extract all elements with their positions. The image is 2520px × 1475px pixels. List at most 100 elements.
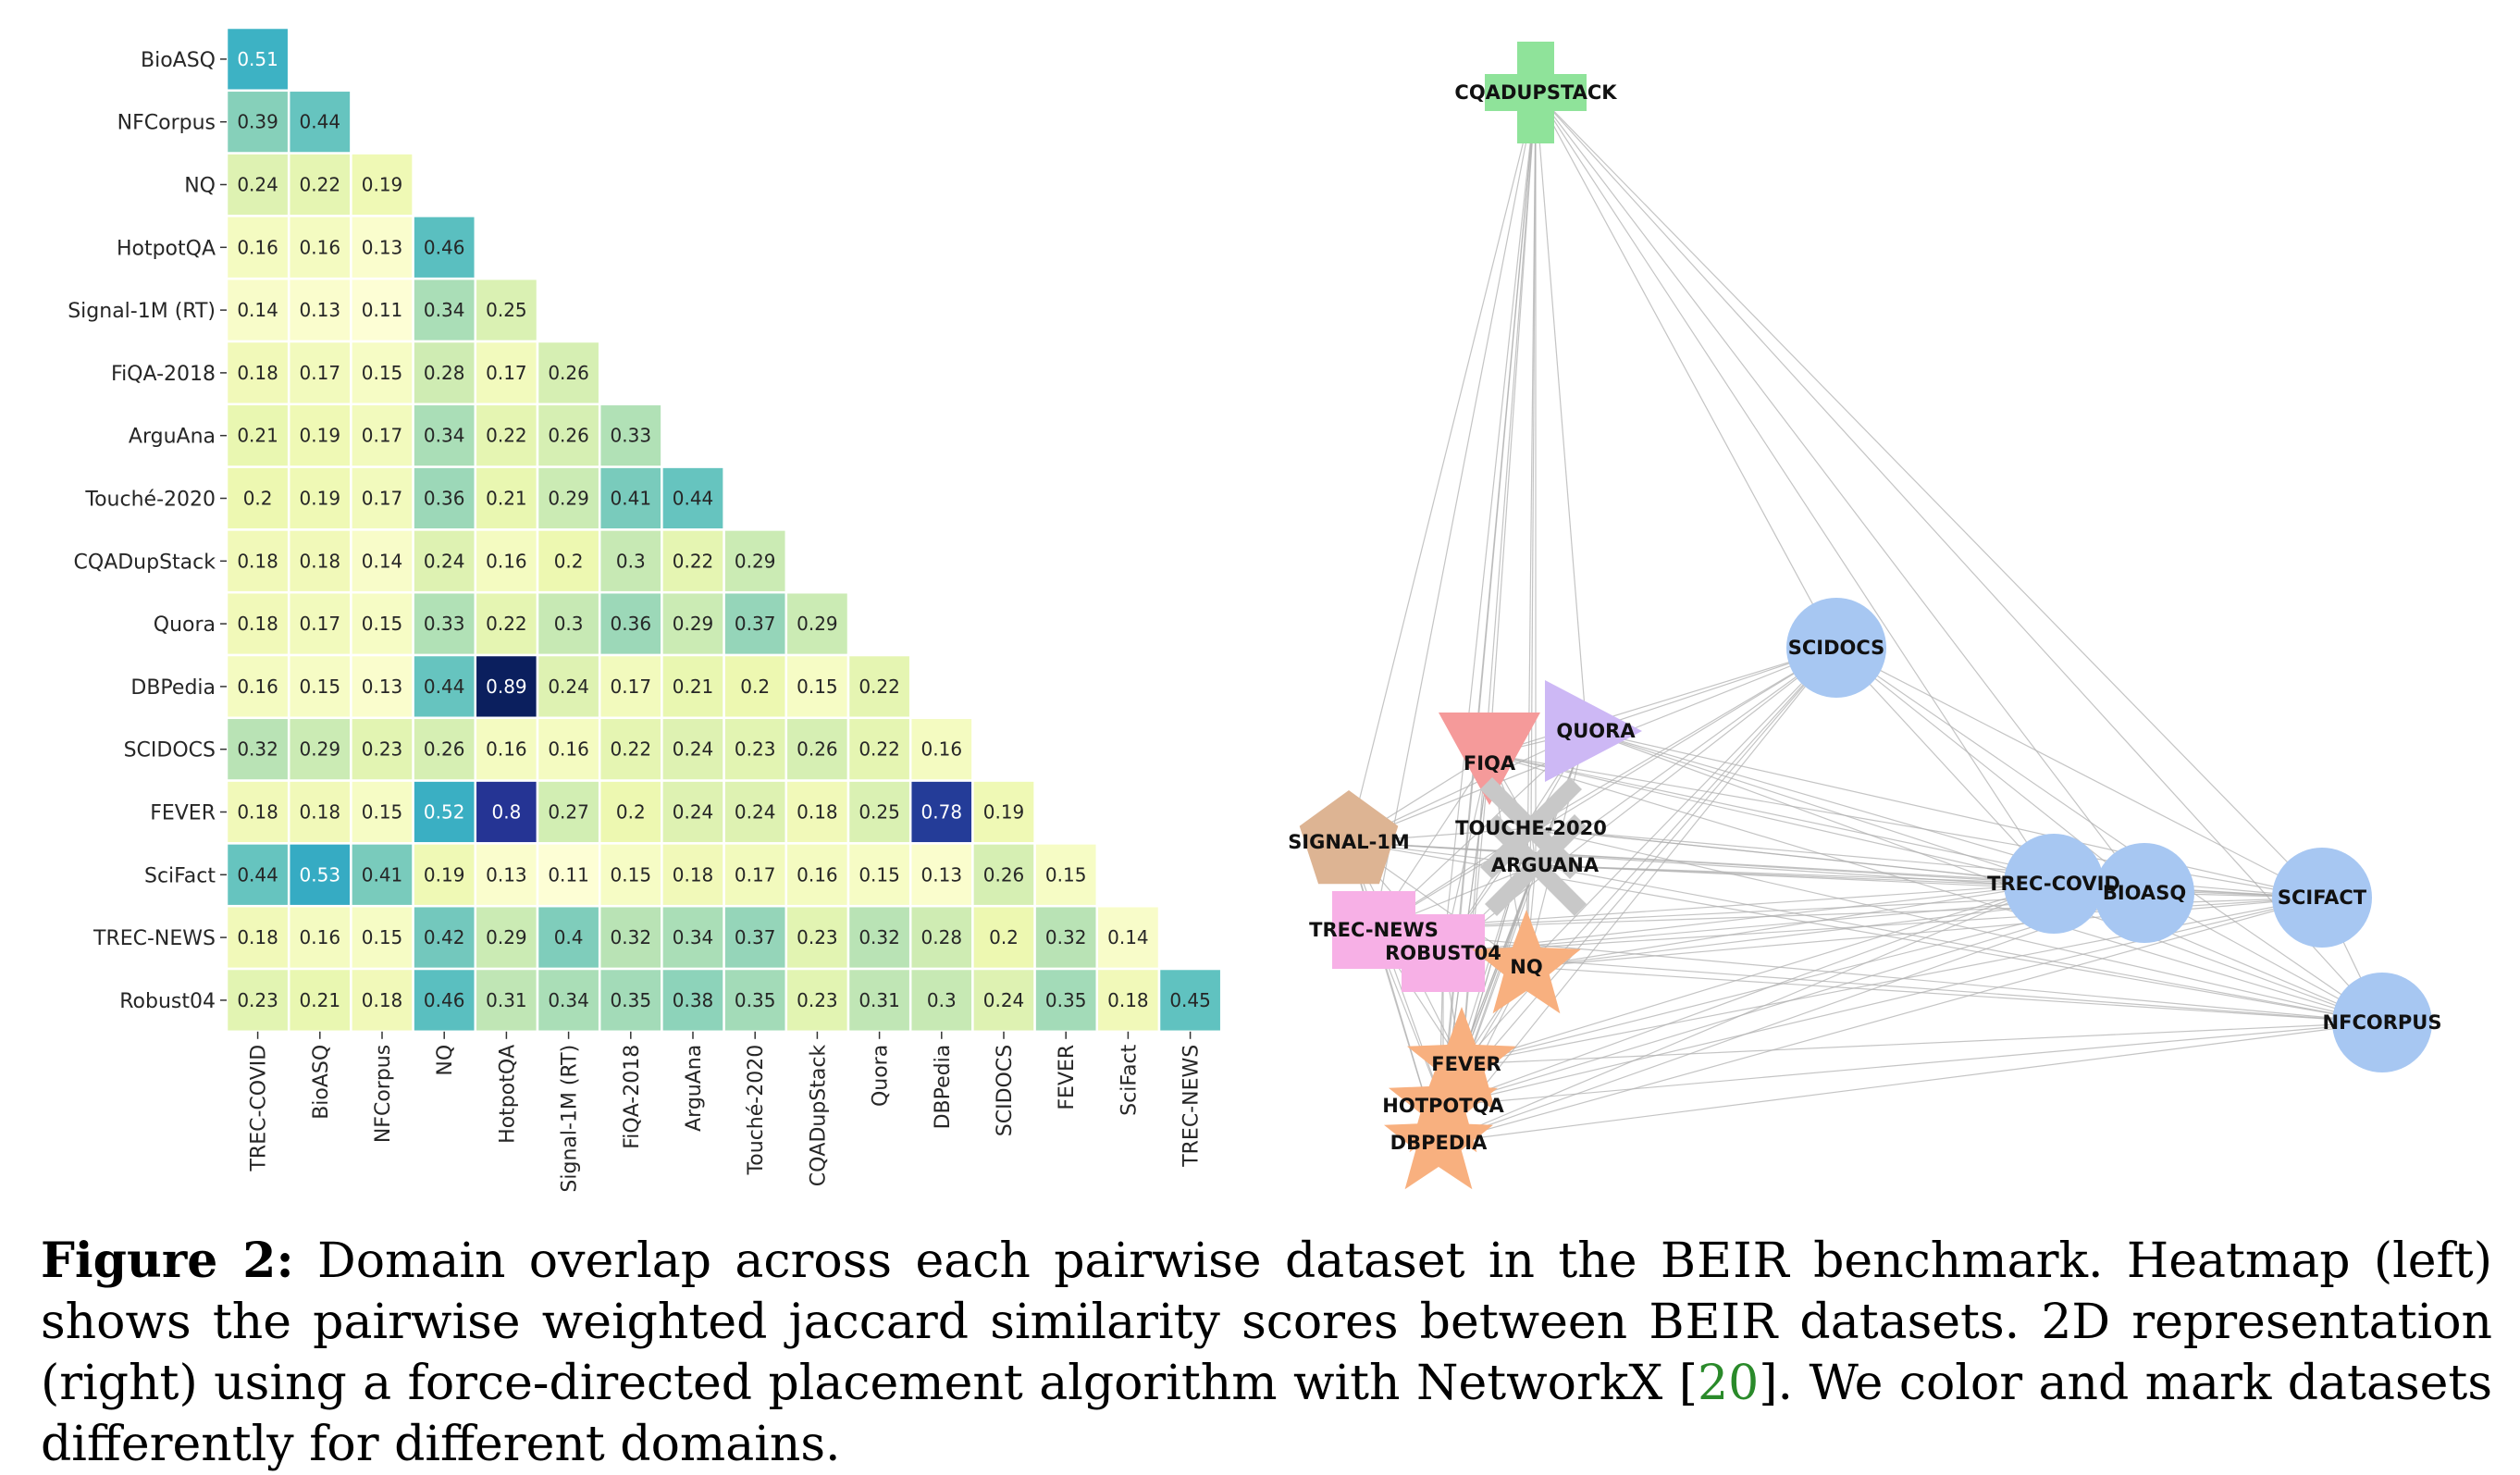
heatmap-cell-label: 0.37 xyxy=(735,926,776,948)
heatmap-cell xyxy=(723,967,788,1034)
network-node-fever xyxy=(1407,1007,1516,1111)
network-edge xyxy=(1442,92,1537,954)
heatmap-cell-label: 0.46 xyxy=(424,989,465,1011)
heatmap-col-label: Touché-2020 xyxy=(745,1045,768,1176)
heatmap-cell-label: 0.2 xyxy=(243,488,273,510)
heatmap-cell-label: 0.22 xyxy=(486,425,527,447)
heatmap-cell-label: 0.16 xyxy=(548,738,589,761)
heatmap-cell-label: 0.16 xyxy=(237,236,278,258)
heatmap-cell-label: 0.18 xyxy=(237,926,278,948)
network-edge xyxy=(1535,864,2383,1023)
heatmap-row-label: SCIDOCS xyxy=(124,739,216,762)
heatmap-cell-label: 0.18 xyxy=(362,989,403,1011)
heatmap-cell-label: 0.23 xyxy=(797,989,838,1011)
network-edge xyxy=(1535,92,2145,894)
heatmap-col-label: FiQA-2018 xyxy=(621,1045,644,1149)
heatmap-cell-label: 0.17 xyxy=(362,488,403,510)
heatmap-cell xyxy=(412,528,477,594)
heatmap-cell-label: 0.19 xyxy=(424,863,465,886)
network-edge xyxy=(1526,647,1837,968)
heatmap-cell xyxy=(536,403,601,468)
heatmap-cell xyxy=(350,528,414,594)
heatmap-row-label: Robust04 xyxy=(119,990,216,1013)
heatmap-row-label: Touché-2020 xyxy=(84,489,216,512)
network-node-label: CQADUPSTACK xyxy=(1454,81,1617,104)
network-node-label: SCIFACT xyxy=(2278,886,2367,909)
heatmap-cell-label: 0.13 xyxy=(362,676,403,698)
network-edge xyxy=(1530,647,1837,829)
heatmap-cell-label: 0.28 xyxy=(424,362,465,384)
network-node-bioasq xyxy=(2094,843,2194,943)
network-edge xyxy=(1461,92,1537,1065)
heatmap-cell xyxy=(474,465,539,531)
heatmap-cell-label: 0.31 xyxy=(859,989,900,1011)
heatmap-cell-label: 0.21 xyxy=(300,989,341,1011)
heatmap-cell-label: 0.14 xyxy=(237,299,278,321)
figure-caption: Figure 2: Domain overlap across each pai… xyxy=(41,1231,2492,1475)
network-edge xyxy=(1526,966,2383,1023)
heatmap-cell-label: 0.18 xyxy=(237,550,278,572)
heatmap-cell-label: 0.26 xyxy=(983,863,1025,886)
heatmap-cell-label: 0.18 xyxy=(1107,989,1149,1011)
heatmap-cell-label: 0.13 xyxy=(362,236,403,258)
heatmap-cell-label: 0.24 xyxy=(735,801,776,824)
heatmap-cell-label: 0.26 xyxy=(548,362,589,384)
heatmap-cell xyxy=(474,842,539,908)
heatmap-cell-label: 0.16 xyxy=(486,738,527,761)
heatmap-cell xyxy=(412,967,477,1034)
heatmap-cell-label: 0.16 xyxy=(921,738,963,761)
heatmap-cell-label: 0.42 xyxy=(424,926,465,948)
heatmap-cell xyxy=(350,340,414,406)
heatmap-cell xyxy=(908,842,974,908)
heatmap-cell xyxy=(350,779,414,845)
heatmap-cell-label: 0.13 xyxy=(486,863,527,886)
heatmap-cell xyxy=(661,590,725,657)
heatmap-cell-label: 0.46 xyxy=(424,236,465,258)
network-edge xyxy=(1442,897,2323,1107)
heatmap-cell-label: 0.4 xyxy=(554,926,584,948)
heatmap-cell xyxy=(661,842,725,908)
network-labels: CQADUPSTACK SCIDOCS FIQA QUORA TOUCHE-2020 AR… xyxy=(1288,81,2441,1154)
heatmap-cell-label: 0.29 xyxy=(486,926,527,948)
heatmap-cell-label: 0.25 xyxy=(859,801,900,824)
heatmap-cell xyxy=(784,779,850,845)
network-edge xyxy=(1489,753,2383,1023)
heatmap-cell-label: 0.89 xyxy=(486,676,527,698)
network-node-label: SIGNAL-1M xyxy=(1288,831,1410,853)
network-nodes xyxy=(1299,42,2432,1190)
network-edge xyxy=(1535,92,1837,649)
heatmap-row-label: Signal-1M (RT) xyxy=(68,300,216,323)
network-edge xyxy=(1442,883,2055,1107)
network-edge xyxy=(1373,929,2383,1023)
heatmap-cell-label: 0.22 xyxy=(859,676,900,698)
heatmap-cell-label: 0.17 xyxy=(300,362,341,384)
heatmap-cell xyxy=(536,842,601,908)
network-edge xyxy=(1526,883,2055,968)
heatmap-cell-label: 0.23 xyxy=(735,738,776,761)
heatmap-cell-label: 0.34 xyxy=(424,299,465,321)
heatmap-cell xyxy=(474,716,539,782)
heatmap-cell-label: 0.13 xyxy=(300,299,341,321)
network-edge xyxy=(1438,883,2055,1144)
heatmap-cell-label: 0.38 xyxy=(673,989,714,1011)
heatmap-col-label: HotpotQA xyxy=(496,1045,519,1144)
heatmap-cell-label: 0.2 xyxy=(616,801,646,824)
heatmap-cell-label: 0.33 xyxy=(611,425,652,447)
heatmap-cell-label: 0.3 xyxy=(554,613,584,635)
heatmap-cell-label: 0.16 xyxy=(300,236,341,258)
network-node-label: TREC-COVID xyxy=(1987,873,2120,895)
network-edge xyxy=(1535,92,2323,899)
network-edge xyxy=(1348,92,1537,843)
heatmap-col-label: TREC-NEWS xyxy=(1180,1045,1204,1168)
heatmap-cell-label: 0.41 xyxy=(362,863,403,886)
network-edge xyxy=(1530,827,2383,1023)
heatmap-cell-label: 0.44 xyxy=(424,676,465,698)
heatmap-cell-label: 0.19 xyxy=(362,174,403,196)
heatmap-cell-label: 0.22 xyxy=(611,738,652,761)
network-edge xyxy=(1535,92,2383,1023)
caption-citation-link[interactable]: 20 xyxy=(1698,1356,1760,1411)
heatmap-cell-label: 0.26 xyxy=(424,738,465,761)
network-node-label: ROBUST04 xyxy=(1385,942,1501,964)
network-node-scifact xyxy=(2272,848,2372,948)
heatmap-cell-label: 0.11 xyxy=(362,299,403,321)
